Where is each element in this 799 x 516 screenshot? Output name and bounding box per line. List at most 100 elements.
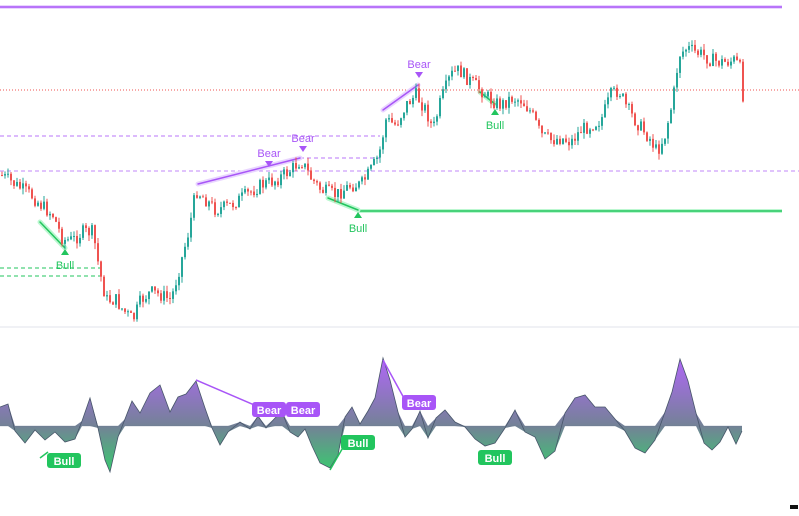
candle-down (580, 132, 582, 134)
candle-up (613, 87, 615, 89)
candle-down (454, 70, 456, 72)
oscillator-labels: Bear Bear Bear Bull Bull Bull (47, 395, 512, 468)
candle-down (526, 106, 528, 112)
candle-up (595, 126, 597, 130)
bull-triangle-icon (61, 249, 69, 255)
candle-up (517, 100, 519, 102)
candle-up (139, 295, 141, 305)
candle-up (469, 77, 471, 85)
candle-down (481, 89, 483, 98)
candle-down (352, 187, 354, 192)
candle-up (70, 236, 72, 240)
candle-up (67, 239, 69, 241)
candle-down (739, 59, 741, 62)
candle-down (142, 295, 144, 302)
candle-down (253, 191, 255, 196)
candle-up (562, 138, 564, 144)
signal-labels: Bear Bear Bear Bull Bull Bull (56, 59, 504, 272)
candle-down (532, 110, 534, 112)
candle-up (661, 143, 663, 154)
candle-up (283, 169, 285, 175)
bull-label: Bull (56, 260, 74, 272)
candle-down (511, 96, 513, 102)
candle-down (364, 177, 366, 180)
candle-up (451, 70, 453, 77)
candle-down (547, 132, 549, 134)
candle-down (586, 122, 588, 134)
candle-up (37, 202, 39, 206)
candle-up (589, 129, 591, 134)
candle-up (583, 122, 585, 133)
candle-up (457, 65, 459, 72)
candle-down (535, 111, 537, 120)
divergence-lines (37, 82, 498, 251)
candle-down (10, 173, 12, 181)
candle-up (4, 174, 6, 176)
candle-down (472, 77, 474, 79)
candle-down (214, 202, 216, 215)
candle-down (574, 138, 576, 141)
candle-up (664, 138, 666, 144)
candle-up (667, 122, 669, 139)
candle-up (508, 96, 510, 108)
candle-down (631, 104, 633, 114)
candle-down (28, 186, 30, 190)
candle-down (394, 122, 396, 125)
candle-down (19, 181, 21, 189)
candle-down (202, 196, 204, 198)
candle-down (421, 102, 423, 111)
candle-up (337, 189, 339, 198)
candle-up (679, 56, 681, 73)
oscillator-negative-area (0, 426, 742, 472)
candle-up (424, 104, 426, 111)
candle-down (418, 88, 420, 103)
candle-down (112, 302, 114, 305)
candle-down (118, 294, 120, 309)
candle-down (565, 138, 567, 142)
candle-up (79, 237, 81, 244)
candle-down (340, 189, 342, 199)
candle-down (742, 61, 744, 102)
candle-down (409, 100, 411, 105)
bull-label: Bull (349, 223, 367, 235)
candle-up (577, 132, 579, 141)
bull-osc-label: Bull (348, 438, 369, 450)
candle-up (733, 56, 735, 62)
bear-osc-label: Bear (257, 405, 282, 417)
candle-up (172, 291, 174, 299)
candle-up (241, 192, 243, 196)
candle-up (607, 97, 609, 105)
candle-down (430, 121, 432, 124)
corner-mark (790, 505, 798, 509)
candle-down (76, 235, 78, 244)
candle-down (658, 144, 660, 154)
candle-up (529, 110, 531, 112)
candle-down (349, 185, 351, 188)
candle-up (7, 173, 9, 175)
candle-up (367, 168, 369, 180)
candle-up (682, 51, 684, 57)
candle-down (307, 163, 309, 171)
candle-up (442, 89, 444, 99)
candle-up (379, 149, 381, 158)
bear-osc-label: Bear (291, 405, 316, 417)
candle-down (40, 202, 42, 209)
candle-up (256, 193, 258, 196)
candle-down (736, 56, 738, 60)
candle-down (538, 119, 540, 126)
candle-up (259, 179, 261, 194)
candle-up (193, 195, 195, 218)
candle-down (646, 132, 648, 141)
candle-up (403, 112, 405, 119)
candle-up (370, 165, 372, 169)
candle-up (649, 138, 651, 141)
bear-label-box (286, 402, 320, 417)
candle-down (616, 87, 618, 97)
candle-down (235, 207, 237, 209)
candle-down (475, 78, 477, 81)
oscillator-line (0, 356, 743, 474)
candle-up (217, 213, 219, 215)
candle-up (415, 88, 417, 98)
bull-divergence-line-1 (39, 221, 66, 249)
candle-up (676, 72, 678, 88)
